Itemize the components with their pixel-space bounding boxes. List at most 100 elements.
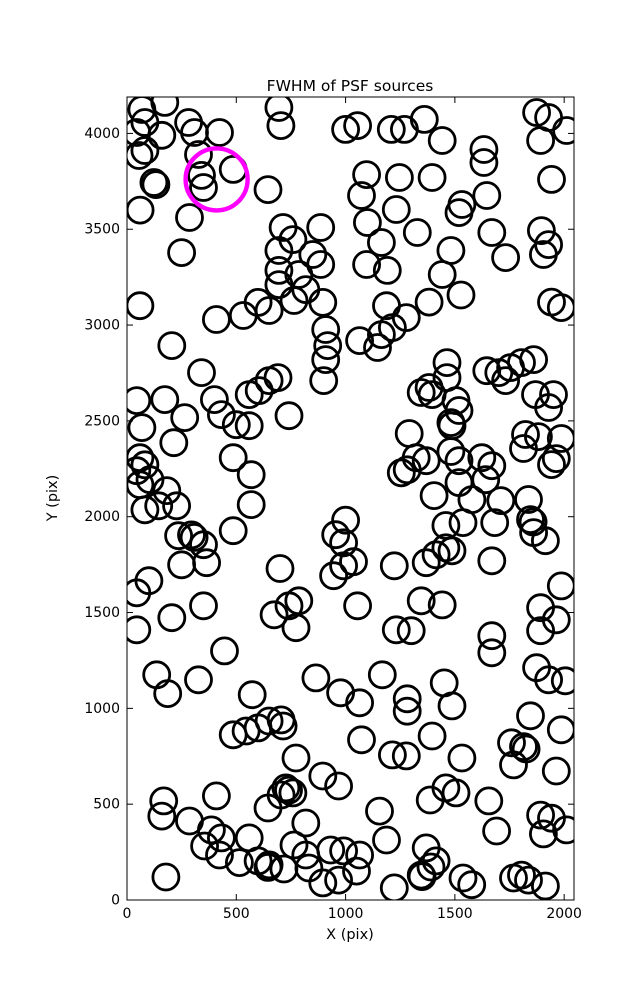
data-point-circle [274, 775, 303, 805]
data-point-circle [441, 778, 471, 808]
data-point-circle [271, 773, 301, 803]
data-point-circle [127, 386, 152, 415]
data-point-circle [167, 238, 197, 268]
data-points-layer [127, 97, 574, 900]
data-point-circle [308, 761, 338, 791]
data-point-circle [509, 732, 538, 762]
data-point-circle [394, 419, 424, 448]
data-point-circle [474, 786, 504, 816]
data-point-circle [477, 451, 507, 481]
data-point-circle [205, 840, 234, 870]
data-point-circle [236, 460, 266, 490]
data-point-circle [471, 465, 501, 495]
data-point-circle [152, 476, 182, 506]
data-point-circle [407, 862, 437, 891]
data-point-circle [526, 126, 555, 155]
data-point-circle [447, 743, 477, 773]
data-point-circle [391, 741, 421, 771]
y-axis-label: Y (pix) [45, 475, 61, 523]
data-point-circle [514, 865, 543, 895]
data-point-circle [144, 491, 174, 521]
data-point-circle [184, 665, 213, 695]
data-point-circle [347, 725, 376, 755]
data-point-circle [444, 198, 474, 228]
data-point-circle [516, 701, 545, 731]
data-point-circle [127, 291, 155, 321]
data-point-circle [377, 740, 407, 770]
data-point-circle [149, 786, 179, 816]
data-point-circle [352, 250, 382, 279]
data-point-circle [427, 126, 457, 155]
data-point-circle [448, 863, 478, 893]
x-tick-label: 0 [123, 906, 132, 922]
chart-title: FWHM of PSF sources [267, 77, 434, 95]
data-point-circle [497, 728, 526, 758]
data-point-circle [201, 305, 231, 334]
data-point-circle [372, 825, 401, 855]
data-point-circle [427, 260, 457, 289]
data-point-circle [130, 495, 160, 525]
data-point-circle [406, 586, 436, 616]
data-point-circle [537, 450, 566, 480]
data-point-circle [331, 505, 361, 535]
data-point-circle [414, 287, 444, 317]
data-point-circle [366, 228, 396, 257]
data-point-circle [157, 603, 187, 633]
data-point-circle [417, 163, 447, 192]
data-point-circle [396, 616, 426, 646]
x-tick-label: 1500 [437, 906, 473, 922]
data-point-circle [552, 815, 574, 845]
data-point-circle [415, 785, 445, 815]
data-point-circle [279, 286, 309, 315]
data-point-circle [253, 793, 283, 823]
data-point-circle [507, 348, 536, 378]
data-point-circle [291, 808, 321, 838]
data-point-circle [237, 680, 267, 710]
data-point-circle [147, 801, 177, 831]
data-point-circle [546, 293, 574, 322]
data-point-circle [175, 203, 204, 232]
x-tick-label: 500 [223, 906, 250, 922]
data-point-circle [365, 796, 394, 826]
data-point-circle [529, 819, 558, 849]
data-point-circle [278, 778, 308, 808]
data-point-circle [367, 660, 397, 690]
data-point-circle [187, 358, 216, 388]
data-point-circle [151, 862, 181, 892]
data-point-circle [427, 590, 457, 620]
data-point-circle [379, 873, 409, 900]
data-point-circle [421, 540, 451, 570]
data-point-circle [234, 411, 264, 441]
data-point-circle [127, 141, 154, 170]
y-tick-label: 2500 [84, 413, 120, 429]
data-point-circle [411, 548, 441, 578]
data-point-circle [472, 356, 502, 386]
data-point-circle [141, 170, 171, 200]
data-point-circle [541, 756, 571, 786]
data-point-circle [184, 140, 213, 169]
data-point-circle [206, 823, 236, 853]
data-point-circle [189, 530, 218, 560]
data-point-circle [343, 111, 373, 140]
data-point-circle [516, 505, 545, 534]
data-point-circle [437, 691, 467, 721]
data-point-circle [437, 536, 467, 566]
data-point-circle [486, 486, 516, 516]
data-point-circle [402, 218, 432, 247]
data-point-circle [534, 665, 563, 695]
data-point-circle [269, 854, 299, 884]
data-point-circle [546, 571, 574, 601]
data-point-circle [448, 508, 478, 537]
data-point-circle [142, 660, 172, 690]
data-point-circle [416, 852, 446, 882]
data-point-circle [278, 225, 308, 255]
data-point-circle [491, 243, 521, 273]
data-point-circle [491, 366, 521, 396]
data-point-circle [409, 105, 439, 134]
data-point-circle [531, 526, 560, 556]
data-point-circle [406, 378, 436, 407]
data-point-circle [190, 831, 220, 861]
data-point-circle [541, 605, 571, 635]
data-point-circle [179, 523, 209, 552]
data-point-circle [264, 270, 294, 300]
